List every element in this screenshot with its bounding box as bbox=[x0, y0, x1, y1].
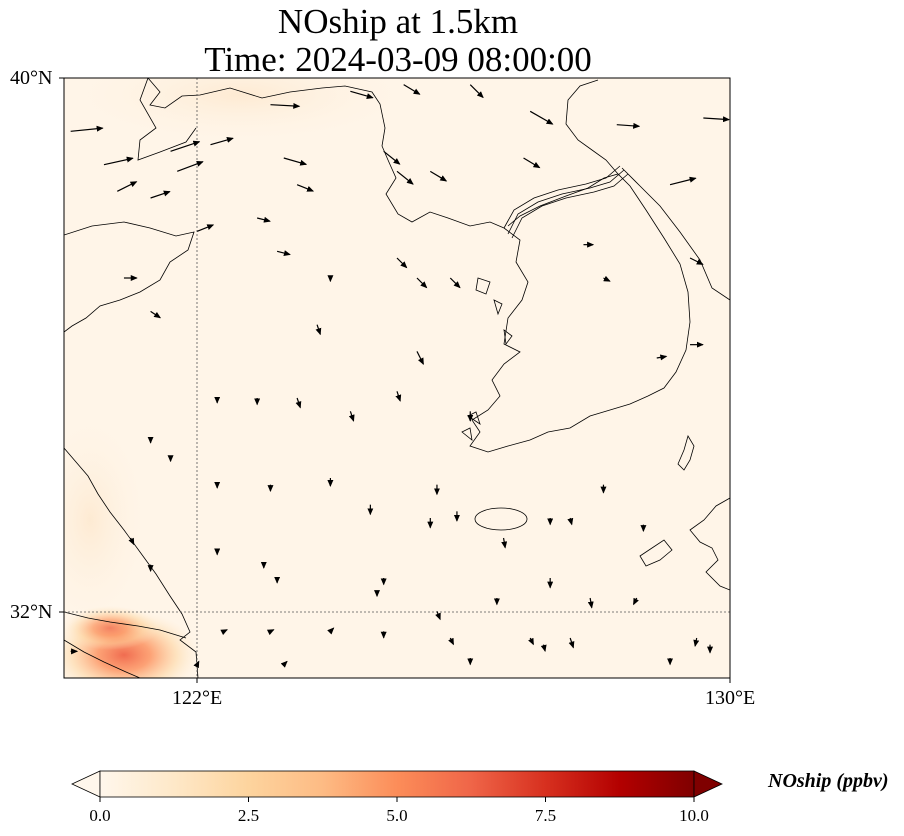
wind-vector-arrow bbox=[150, 190, 171, 199]
coastline-yangtze bbox=[64, 611, 187, 639]
coastline-north-china bbox=[147, 78, 505, 229]
wind-vector-arrow bbox=[315, 324, 322, 336]
field-background bbox=[64, 78, 730, 678]
wind-vector-arrow bbox=[210, 137, 234, 146]
wind-vector-arrow bbox=[348, 411, 355, 422]
wind-vector-arrow bbox=[603, 275, 611, 282]
tsushima-island bbox=[677, 435, 695, 471]
wind-vector-arrow bbox=[568, 637, 575, 649]
wind-vector-arrow bbox=[103, 156, 134, 166]
coastline-zhejiang bbox=[64, 639, 141, 678]
wind-vector-arrow bbox=[529, 110, 554, 125]
colorbar-tick-label: 10.0 bbox=[679, 806, 709, 825]
coastline-dmz-border bbox=[507, 169, 625, 235]
wind-vector-arrow bbox=[296, 184, 315, 192]
wind-vector-arrow bbox=[567, 517, 574, 526]
wind-vector-arrow bbox=[429, 170, 448, 182]
coastlines bbox=[64, 78, 730, 678]
colorbar-extend-high bbox=[693, 770, 723, 798]
gridlines bbox=[64, 78, 730, 678]
wind-vector-arrow bbox=[501, 537, 508, 549]
coastline-korea-west bbox=[469, 173, 691, 453]
wind-vector-arrow bbox=[540, 644, 547, 653]
coastline-dmz-border bbox=[511, 173, 629, 239]
wind-vector-arrow bbox=[280, 660, 288, 668]
wind-vector-arrow bbox=[616, 122, 641, 129]
wind-vector-arrow bbox=[435, 611, 441, 621]
wind-vector-arrow bbox=[669, 176, 697, 186]
concentration-hotspot bbox=[64, 606, 158, 650]
wind-vector-arrow bbox=[150, 310, 162, 319]
coastline-shandong bbox=[64, 221, 195, 333]
wind-vector-arrow bbox=[70, 125, 104, 132]
wind-vector-arrow bbox=[283, 157, 308, 166]
lat-label-32: 32°N bbox=[10, 601, 53, 623]
lon-label-130: 130°E bbox=[705, 687, 756, 709]
coastline-korea-east-north bbox=[621, 167, 730, 301]
colorbar-label: NOship (ppbv) bbox=[768, 770, 889, 792]
lat-label-40: 40°N bbox=[10, 67, 53, 89]
wind-vector-arrow bbox=[170, 140, 201, 152]
wind-vector-arrow bbox=[383, 150, 401, 165]
map-frame bbox=[63, 77, 731, 679]
goto-islands bbox=[639, 539, 673, 567]
map-title-line1: NOship at 1.5km bbox=[277, 2, 519, 41]
wind-vector-arrow bbox=[177, 161, 204, 172]
kyushu-coast bbox=[689, 497, 730, 591]
jeju-island bbox=[474, 507, 528, 531]
wind-vector-arrow bbox=[448, 637, 455, 646]
wind-vector-arrow bbox=[449, 277, 461, 289]
wind-vector-arrow bbox=[689, 257, 704, 265]
wind-vector-arrow bbox=[703, 116, 730, 123]
lon-label-122: 122°E bbox=[172, 687, 223, 709]
haze-patch bbox=[64, 410, 150, 630]
wind-vectors bbox=[70, 84, 730, 669]
wind-vector-arrow bbox=[327, 627, 335, 635]
wind-vector-arrow bbox=[528, 637, 534, 646]
wind-vector-arrow bbox=[128, 537, 135, 546]
haze-patch bbox=[64, 78, 420, 145]
wind-vector-arrow bbox=[656, 354, 668, 361]
wind-vector-arrow bbox=[193, 660, 200, 669]
wind-vector-arrow bbox=[196, 224, 215, 232]
colorbar-extend-low bbox=[71, 770, 101, 798]
wind-vector-arrow bbox=[403, 84, 421, 95]
wind-vector-arrow bbox=[469, 84, 484, 99]
wind-vector-arrow bbox=[276, 250, 291, 256]
wind-vector-arrow bbox=[395, 391, 402, 402]
colorbar-body bbox=[99, 770, 695, 798]
wind-vector-arrow bbox=[266, 629, 275, 636]
colorbar-tick-label: 2.5 bbox=[237, 806, 260, 825]
wind-vector-arrow bbox=[416, 351, 424, 366]
wind-vector-arrow bbox=[270, 102, 301, 109]
wind-vector-arrow bbox=[220, 629, 228, 636]
wind-vector-arrow bbox=[295, 397, 302, 409]
coastline-korea-north bbox=[565, 79, 619, 175]
wind-vector-arrow bbox=[587, 597, 594, 609]
coastline-liaodong bbox=[137, 78, 197, 161]
wind-vector-arrow bbox=[633, 597, 639, 606]
wind-vector-arrow bbox=[256, 216, 271, 223]
wind-vector-arrow bbox=[416, 277, 428, 289]
wind-vector-arrow bbox=[396, 170, 414, 185]
concentration-field bbox=[64, 78, 730, 678]
map-title-line2: Time: 2024-03-09 08:00:00 bbox=[204, 40, 592, 79]
wind-vector-arrow bbox=[693, 637, 700, 647]
coastline-jiangsu bbox=[64, 447, 199, 678]
colorbar-tick-label: 5.0 bbox=[386, 806, 408, 825]
wind-vector-arrow bbox=[117, 181, 138, 192]
coastal-islands bbox=[461, 277, 513, 441]
wind-vector-arrow bbox=[396, 257, 408, 269]
wind-vector-arrow bbox=[523, 157, 541, 169]
coastline-dmz-border bbox=[503, 165, 621, 229]
colorbar-tick-label: 0.0 bbox=[89, 806, 111, 825]
wind-vector-arrow bbox=[350, 90, 374, 99]
colorbar-tick-label: 7.5 bbox=[534, 806, 557, 825]
